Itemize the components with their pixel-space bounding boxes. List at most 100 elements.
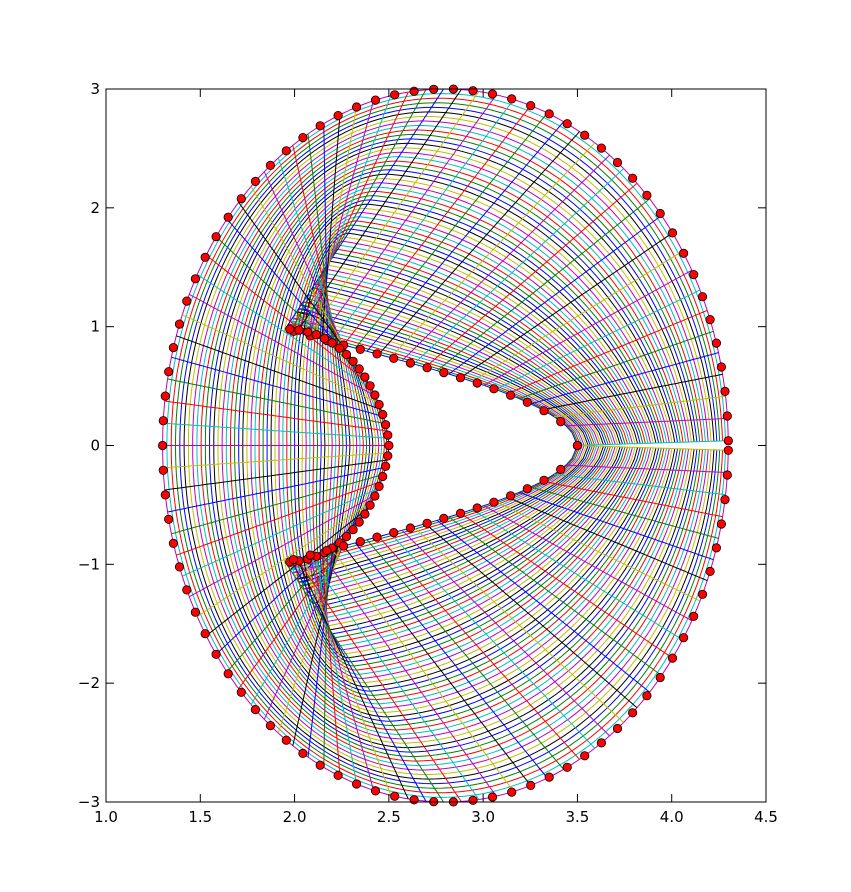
- radial-line: [542, 480, 723, 518]
- boundary-marker: [378, 471, 388, 482]
- radial-line: [167, 466, 386, 513]
- boundary-marker: [544, 772, 554, 782]
- boundary-marker: [365, 381, 375, 391]
- radial-line: [460, 512, 673, 659]
- boundary-marker: [539, 475, 549, 485]
- boundary-marker: [383, 430, 393, 440]
- radial-line: [378, 536, 580, 760]
- boundary-marker: [716, 519, 727, 529]
- boundary-marker: [722, 470, 732, 480]
- radial-line: [309, 558, 375, 791]
- boundary-marker: [334, 343, 345, 353]
- boundary-marker: [236, 194, 246, 204]
- boundary-marker: [370, 95, 381, 105]
- radial-line: [164, 459, 388, 491]
- boundary-marker: [723, 436, 733, 446]
- radial-line: [323, 123, 328, 341]
- radial-line: [565, 418, 728, 427]
- boundary-marker: [333, 111, 343, 121]
- radial-line: [331, 548, 515, 792]
- radial-line: [507, 496, 708, 582]
- boundary-marker: [372, 349, 382, 359]
- boundary-marker: [370, 390, 380, 400]
- boundary-marker: [158, 465, 168, 475]
- boundary-marker: [360, 509, 370, 519]
- boundary-marker: [365, 500, 375, 510]
- boundary-marker: [572, 440, 583, 451]
- boundary-marker: [711, 543, 722, 553]
- radial-line: [303, 95, 392, 332]
- y-tick-labels: 3 2 1 0 −1 −2 −3: [78, 80, 100, 811]
- boundary-marker: [705, 314, 715, 325]
- boundary-marker: [472, 378, 482, 388]
- boundary-marker: [562, 762, 572, 772]
- boundary-marker: [580, 751, 590, 761]
- boundary-marker: [380, 420, 391, 430]
- radial-line: [425, 523, 638, 709]
- boundary-marker: [539, 406, 549, 416]
- radial-line: [518, 491, 714, 561]
- boundary-marker: [380, 461, 391, 471]
- boundary-marker: [720, 386, 730, 396]
- boundary-marker: [596, 738, 607, 748]
- boundary-marker: [697, 589, 708, 599]
- x-tick-label: 3.5: [565, 808, 589, 826]
- boundary-marker: [294, 325, 304, 335]
- boundary-marker: [351, 779, 362, 789]
- boundary-marker: [439, 367, 449, 378]
- x-tick-labels: 1.0 1.5 2.0 2.5 3.0 3.5 4.0 4.5: [94, 808, 778, 826]
- radial-line: [277, 539, 344, 734]
- boundary-marker: [505, 491, 516, 501]
- radial-line: [171, 356, 384, 417]
- boundary-marker: [526, 780, 536, 791]
- boundary-marker: [322, 545, 332, 556]
- radial-line: [530, 352, 719, 405]
- radial-line: [436, 520, 650, 693]
- boundary-marker: [489, 497, 499, 507]
- boundary-marker: [522, 484, 532, 494]
- boundary-marker: [627, 173, 638, 183]
- boundary-marker: [372, 532, 382, 542]
- boundary-marker: [612, 157, 623, 168]
- boundary-marker: [190, 274, 200, 284]
- boundary-marker: [390, 90, 400, 100]
- radial-line: [197, 501, 373, 618]
- boundary-marker: [281, 146, 291, 156]
- radial-line: [297, 560, 409, 800]
- boundary-marker: [168, 538, 178, 549]
- radial-line: [315, 106, 358, 335]
- y-tick-label: 1: [90, 318, 100, 336]
- radial-line: [436, 198, 650, 371]
- radial-line: [366, 121, 565, 352]
- radial-line: [303, 559, 392, 796]
- y-tick-label: 2: [90, 199, 100, 217]
- boundary-marker: [315, 760, 325, 770]
- boundary-marker: [327, 338, 337, 348]
- boundary-marker: [405, 358, 415, 368]
- radial-line: [263, 171, 349, 356]
- y-tick-label: 0: [90, 437, 100, 455]
- radial-line: [413, 168, 624, 365]
- x-tick-label: 4.5: [754, 808, 778, 826]
- radial-line: [308, 91, 480, 336]
- radial-line: [205, 254, 369, 384]
- boundary-marker: [580, 130, 590, 140]
- radial-line: [354, 112, 548, 349]
- boundary-marker: [250, 176, 260, 186]
- boundary-marker: [689, 269, 699, 280]
- boundary-marker: [697, 292, 708, 302]
- boundary-marker: [164, 514, 174, 524]
- y-tick-label: −1: [78, 555, 100, 573]
- boundary-marker: [303, 327, 313, 337]
- boundary-marker: [389, 527, 399, 538]
- boundary-marker: [182, 296, 192, 306]
- x-tick-label: 1.5: [188, 808, 212, 826]
- boundary-marker: [409, 86, 419, 96]
- boundary-marker: [200, 629, 210, 639]
- radial-line: [291, 561, 427, 802]
- radial-line: [343, 545, 532, 786]
- radial-line: [390, 142, 596, 358]
- boundary-marker: [160, 490, 170, 500]
- radial-line: [413, 526, 624, 723]
- radial-line: [319, 94, 497, 339]
